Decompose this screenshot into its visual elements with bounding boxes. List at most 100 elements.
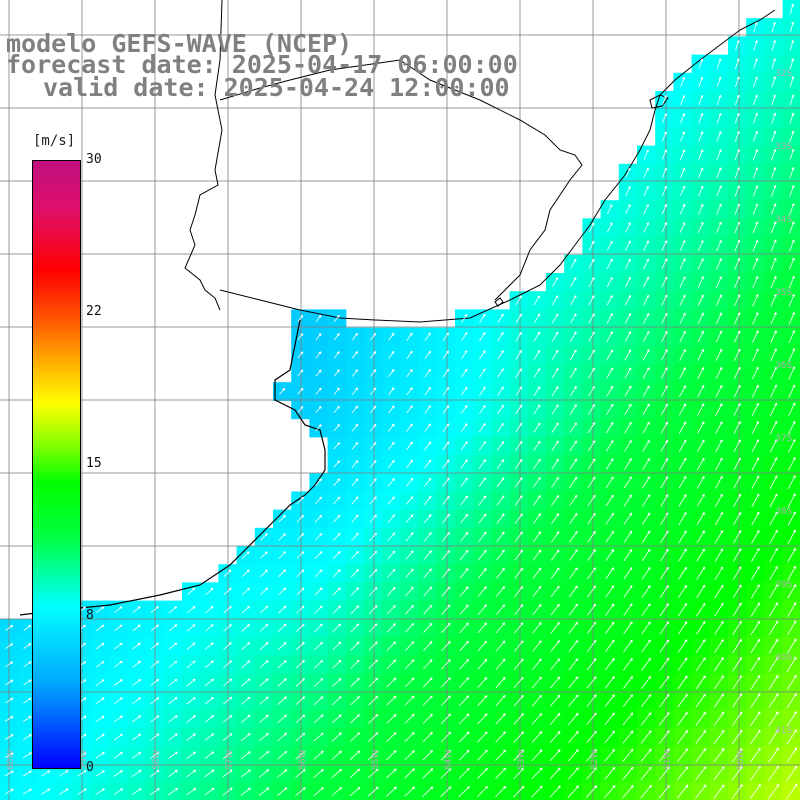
wind-arrow: [351, 387, 358, 395]
wind-arrow: [368, 623, 378, 633]
latitude-label: 38S: [775, 507, 792, 517]
wind-speed-cell: [436, 728, 456, 747]
wind-arrow: [458, 749, 470, 761]
wind-arrow: [569, 458, 578, 470]
wind-speed-cell: [618, 618, 638, 638]
wind-arrow: [442, 332, 450, 341]
wind-arrow: [569, 404, 577, 415]
wind-arrow: [642, 367, 650, 379]
wind-speed-cell: [746, 436, 765, 456]
wind-arrow: [768, 620, 779, 636]
wind-arrow: [223, 642, 232, 650]
wind-arrow: [241, 605, 250, 614]
wind-speed-cell: [436, 382, 456, 401]
wind-arrow: [752, 294, 759, 307]
wind-speed-cell: [582, 364, 602, 383]
wind-arrow: [186, 733, 196, 741]
wind-speed-cell: [764, 509, 784, 529]
wind-arrow: [497, 313, 504, 324]
wind-speed-cell: [473, 637, 492, 656]
wind-arrow: [477, 677, 488, 688]
wind-arrow: [661, 222, 668, 233]
wind-arrow: [313, 696, 324, 706]
wind-speed-cell: [564, 291, 583, 310]
wind-speed-cell: [637, 600, 656, 620]
wind-arrow: [295, 696, 306, 705]
wind-arrow: [642, 439, 650, 452]
wind-speed-cell: [637, 455, 656, 474]
wind-arrow: [513, 785, 525, 798]
wind-arrow: [679, 312, 686, 325]
wind-arrow: [753, 112, 758, 124]
wind-speed-cell: [364, 455, 383, 474]
wind-arrow: [387, 514, 396, 523]
wind-speed-cell: [546, 309, 565, 329]
wind-arrow: [769, 547, 778, 563]
wind-speed-cell: [36, 764, 56, 784]
wind-speed-cell: [509, 618, 529, 638]
wind-arrow: [695, 784, 707, 799]
wind-arrow: [531, 731, 543, 743]
wind-arrow: [496, 531, 505, 543]
wind-arrow: [698, 149, 704, 160]
wind-arrow: [23, 624, 32, 631]
wind-arrow: [771, 94, 776, 106]
wind-arrow: [771, 21, 776, 33]
wind-arrow: [658, 730, 670, 744]
wind-speed-cell: [509, 673, 529, 693]
wind-arrow: [368, 732, 379, 742]
wind-speed-cell: [655, 364, 674, 383]
wind-arrow: [752, 239, 759, 252]
wind-speed-cell: [436, 345, 456, 365]
wind-speed-cell: [709, 327, 729, 347]
wind-arrow: [788, 257, 795, 271]
wind-speed-cell: [382, 600, 401, 620]
wind-speed-cell: [728, 491, 747, 511]
wind-speed-cell: [182, 637, 201, 656]
wind-arrow: [131, 733, 142, 741]
wind-arrow: [643, 167, 649, 178]
wind-arrow: [768, 638, 779, 654]
wind-arrow: [295, 641, 305, 651]
wind-arrow: [386, 659, 397, 670]
wind-arrow: [460, 477, 468, 487]
wind-arrow: [678, 548, 687, 562]
wind-speed-cell: [564, 673, 583, 693]
longitude-label: 58W: [152, 750, 162, 770]
wind-speed-cell: [709, 691, 729, 711]
wind-speed-cell: [527, 436, 547, 456]
wind-speed-cell: [673, 618, 693, 638]
wind-speed-cell: [655, 473, 674, 492]
wind-arrow: [387, 496, 395, 505]
wind-speed-cell: [364, 709, 383, 729]
wind-arrow: [277, 642, 287, 651]
wind-arrow: [732, 638, 742, 654]
wind-speed-cell: [709, 582, 729, 602]
wind-speed-cell: [527, 473, 547, 492]
wind-arrow: [223, 569, 232, 577]
wind-speed-cell: [254, 728, 274, 747]
wind-arrow: [567, 749, 579, 762]
wind-arrow: [315, 478, 322, 486]
wind-arrow: [606, 276, 613, 288]
wind-arrow: [661, 294, 668, 306]
wind-arrow: [732, 530, 742, 544]
wind-speed-cell: [400, 491, 420, 511]
wind-arrow: [349, 750, 361, 760]
wind-arrow: [659, 712, 670, 726]
wind-arrow: [641, 512, 651, 525]
wind-speed-cell: [491, 418, 511, 438]
wind-arrow: [95, 733, 105, 741]
wind-arrow: [533, 458, 541, 470]
wind-arrow: [458, 731, 470, 743]
wind-arrow: [695, 693, 706, 708]
wind-arrow: [587, 476, 596, 488]
wind-arrow: [441, 659, 451, 670]
wind-speed-cell: [582, 600, 602, 620]
wind-speed-cell: [600, 345, 620, 365]
wind-speed-cell: [109, 618, 128, 638]
wind-arrow: [460, 332, 468, 342]
wind-arrow: [624, 458, 632, 470]
wind-speed-cell: [618, 400, 638, 420]
wind-arrow: [569, 422, 577, 433]
